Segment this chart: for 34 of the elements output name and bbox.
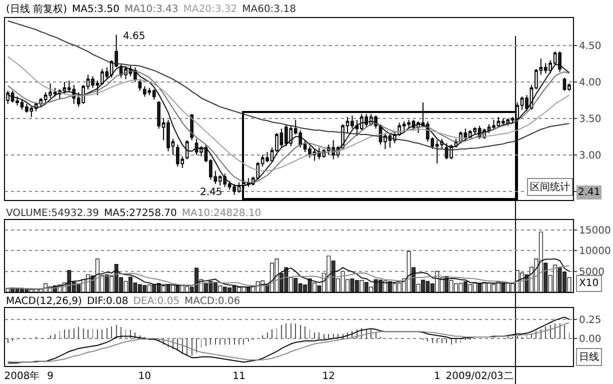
y-tick-label: 0.00 bbox=[579, 334, 602, 346]
text: X10 bbox=[579, 278, 599, 289]
text: DIF:0.08 bbox=[86, 296, 128, 307]
text: MA10:24828.10 bbox=[182, 208, 262, 219]
text: MACD:0.06 bbox=[184, 296, 240, 307]
y-tick-label: 4.00 bbox=[579, 78, 602, 89]
chart-title: (日线 前复权) bbox=[6, 4, 67, 15]
text: MA20:3.32 bbox=[183, 4, 238, 15]
x-tick-label: 10 bbox=[138, 371, 152, 382]
text: VOLUME:54932.39 bbox=[6, 208, 99, 219]
text: 日线 bbox=[579, 351, 599, 363]
text: MA5:27258.70 bbox=[104, 208, 177, 219]
annotation: 区间统计 bbox=[530, 181, 570, 193]
y-tick-label: 3.00 bbox=[579, 150, 602, 162]
annotation: 4.65 bbox=[123, 31, 146, 42]
chart-title: MACD(12,26,9) bbox=[6, 296, 82, 307]
text: DEA:0.05 bbox=[133, 296, 180, 307]
text: MA10:3.43 bbox=[124, 4, 178, 15]
text: MA60:3.18 bbox=[242, 4, 296, 15]
text: MA5:3.50 bbox=[72, 4, 120, 15]
x-tick-label: 11 bbox=[232, 371, 246, 382]
y-tick-label: 5000 bbox=[579, 266, 604, 278]
annotation: 2.45 bbox=[200, 187, 222, 198]
y-tick-label: 3.50 bbox=[579, 114, 602, 125]
x-tick-label: 9 bbox=[47, 371, 54, 382]
y-tick-label: 10000 bbox=[579, 246, 611, 258]
text: 2.41 bbox=[578, 187, 600, 198]
x-tick-label: 2009/02/03二 bbox=[446, 371, 514, 382]
x-tick-label: 1 bbox=[434, 371, 440, 382]
y-tick-label: 0.25 bbox=[579, 314, 602, 326]
y-tick-label: 4.50 bbox=[579, 41, 602, 52]
y-tick-label: 15000 bbox=[579, 225, 611, 236]
x-tick-label: 2008年 bbox=[4, 370, 40, 382]
x-tick-label: 12 bbox=[322, 371, 335, 382]
